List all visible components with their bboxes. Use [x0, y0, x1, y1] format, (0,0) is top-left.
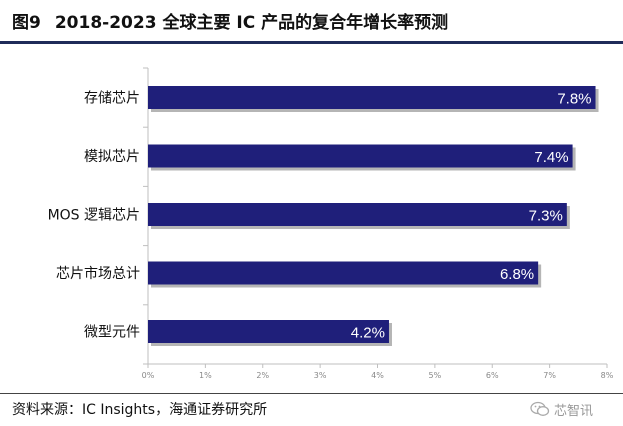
bar — [148, 203, 567, 226]
x-tick-label: 2% — [256, 371, 269, 380]
watermark: 芯智讯 — [530, 398, 593, 420]
bar — [148, 261, 539, 285]
figure-title-text: 2018-2023 全球主要 IC 产品的复合年增长率预测 — [54, 13, 449, 33]
x-tick-label: 3% — [314, 371, 327, 380]
source-divider — [0, 393, 623, 394]
bar — [148, 320, 389, 343]
x-tick-label: 4% — [371, 371, 384, 380]
category-label: 微型元件 — [84, 325, 140, 341]
category-label: 模拟芯片 — [84, 149, 140, 165]
x-tick-label: 6% — [486, 371, 499, 380]
data-label: 7.8% — [557, 91, 591, 108]
data-label: 7.4% — [534, 149, 568, 166]
data-label: 6.8% — [500, 266, 534, 283]
data-label: 7.3% — [529, 208, 563, 225]
figure-number: 图9 — [12, 13, 41, 33]
x-tick-label: 1% — [199, 371, 212, 380]
source-note: 资料来源：IC Insights，海通证券研究所 — [12, 402, 268, 418]
x-tick-label: 5% — [429, 371, 442, 380]
category-label: MOS 逻辑芯片 — [48, 208, 140, 224]
watermark-text: 芯智讯 — [554, 403, 594, 419]
wechat-icon — [530, 401, 550, 416]
bar — [148, 144, 573, 168]
bar — [148, 86, 596, 109]
bar-chart: 0% 1% 2% 3% 4% 5% 6% 7% 8% 存储芯片 7.8% 模拟芯片 7.4% MOS 逻辑… — [48, 67, 614, 380]
title-rule — [0, 41, 623, 44]
x-tick-label: 8% — [601, 371, 614, 380]
x-tick-label: 7% — [543, 371, 556, 380]
x-tick-label: 0% — [142, 371, 155, 380]
category-label: 芯片市场总计 — [56, 265, 140, 282]
data-label: 4.2% — [351, 325, 385, 342]
figure-title: 图9 2018-2023 全球主要 IC 产品的复合年增长率预测 — [12, 11, 612, 35]
category-label: 存储芯片 — [84, 91, 140, 107]
